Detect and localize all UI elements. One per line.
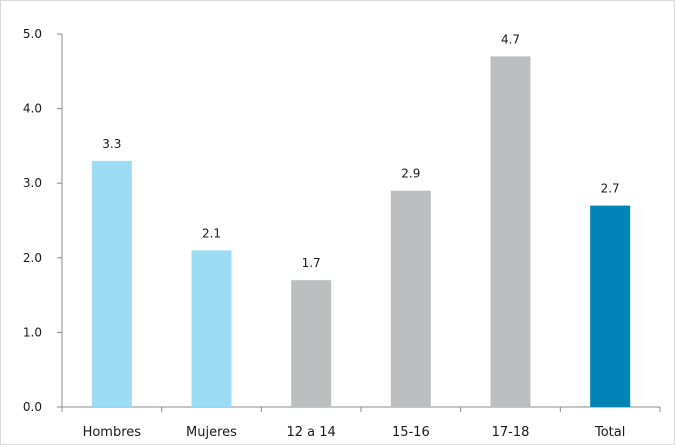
y-tick-label: 2.0 [23,251,42,265]
label-group: 3.3 Hombres 2.1 Mujeres 1.7 12 a 14 2.9 15-16 4.… [83,32,626,440]
bar [490,56,531,407]
category-label: 15-16 [392,425,430,440]
data-label: 1.7 [302,256,321,270]
bar-group [91,56,631,407]
chart-axes: 0.0 1.0 2.0 3.0 4.0 5.0 [23,27,661,414]
bar [390,190,431,407]
bar [191,250,232,407]
data-label: 2.1 [202,226,221,240]
y-tick-label: 1.0 [23,325,42,339]
category-label: Mujeres [186,425,237,440]
bar [291,280,332,407]
category-label: Total [594,425,625,440]
y-tick-label: 0.0 [23,400,42,414]
data-label: 2.7 [601,182,620,196]
data-label: 2.9 [401,167,420,181]
y-tick-label: 3.0 [23,176,42,190]
category-label: 12 a 14 [287,425,336,440]
data-label: 4.7 [501,32,520,46]
y-tick-label: 5.0 [23,27,42,41]
data-label: 3.3 [102,137,121,151]
category-label: 17-18 [492,425,530,440]
bar [91,160,132,407]
category-label: Hombres [83,425,142,440]
bar [590,205,631,407]
y-tick-label: 4.0 [23,102,42,116]
